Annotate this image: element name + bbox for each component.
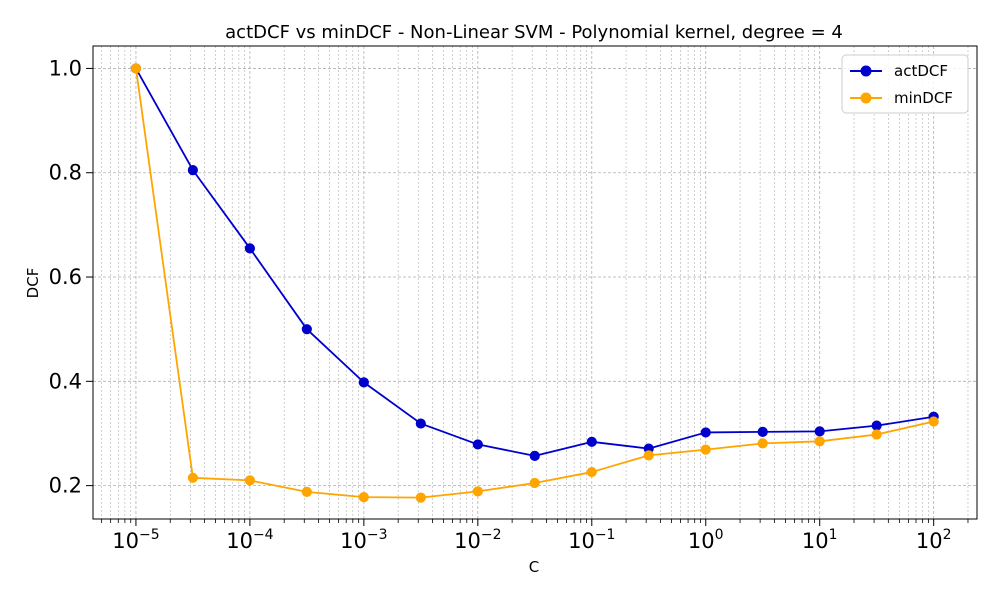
data-point-mindcf <box>871 429 882 440</box>
data-point-actdcf <box>529 450 540 461</box>
data-point-mindcf <box>244 475 255 486</box>
x-tick-label: 10−4 <box>226 527 273 553</box>
chart-title: actDCF vs minDCF - Non-Linear SVM - Poly… <box>225 22 843 43</box>
x-tick-label: 102 <box>916 527 952 553</box>
legend-marker-mindcf <box>860 92 872 104</box>
data-point-mindcf <box>529 477 540 489</box>
grid-layer <box>93 46 977 519</box>
y-tick-label: 0.4 <box>49 369 82 393</box>
data-point-actdcf <box>358 377 369 388</box>
data-point-mindcf <box>814 436 825 447</box>
plot-frame <box>92 45 978 520</box>
data-point-mindcf <box>700 444 711 455</box>
x-tick-label: 10−1 <box>568 527 615 553</box>
x-tick-label: 100 <box>688 527 724 553</box>
y-tick-label: 0.6 <box>49 265 82 289</box>
series-layer <box>130 63 939 503</box>
data-point-mindcf <box>643 450 654 461</box>
data-point-actdcf <box>586 436 597 447</box>
x-tick-label: 10−3 <box>340 527 387 553</box>
y-tick-label: 0.2 <box>49 474 82 498</box>
ticks-layer: 10−5 10−4 10−3 10−2 10−1 100 101 102 0.2 0.4 0.6 0.… <box>49 56 969 553</box>
data-point-mindcf <box>130 63 142 74</box>
data-point-mindcf <box>415 492 426 503</box>
data-point-actdcf <box>472 439 483 450</box>
x-axis-label: C <box>529 558 539 576</box>
x-tick-label: 10−5 <box>112 527 159 553</box>
data-point-mindcf <box>187 472 198 483</box>
data-point-actdcf <box>301 324 312 335</box>
data-point-actdcf <box>415 418 426 429</box>
data-point-mindcf <box>586 466 597 478</box>
data-point-mindcf <box>757 438 768 449</box>
data-point-mindcf <box>358 491 369 503</box>
y-tick-label: 0.8 <box>49 161 82 185</box>
data-point-actdcf <box>187 165 198 176</box>
data-point-actdcf <box>871 420 882 431</box>
y-axis-label: DCF <box>24 268 42 299</box>
legend-marker-actdcf <box>860 65 872 77</box>
legend: actDCF minDCF <box>841 54 969 114</box>
data-point-actdcf <box>757 426 768 438</box>
y-tick-label: 1.0 <box>49 56 82 80</box>
data-point-mindcf <box>301 486 312 497</box>
data-point-actdcf <box>814 426 825 437</box>
x-tick-label: 10−2 <box>454 527 501 553</box>
data-point-mindcf <box>928 416 939 427</box>
data-point-actdcf <box>700 427 711 438</box>
data-point-actdcf <box>244 243 255 254</box>
data-point-mindcf <box>472 486 483 497</box>
x-tick-label: 101 <box>802 527 838 553</box>
legend-label-mindcf: minDCF <box>894 89 953 107</box>
legend-label-actdcf: actDCF <box>894 62 948 80</box>
